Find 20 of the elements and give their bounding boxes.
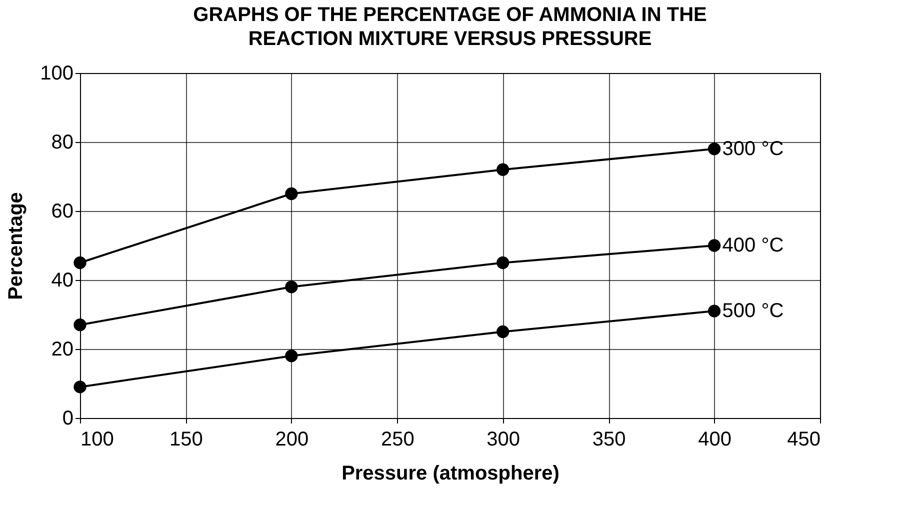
series-label: 400 °C — [722, 234, 784, 256]
x-tick-label: 150 — [170, 428, 203, 450]
y-axis-title: Percentage — [5, 192, 28, 300]
chart-title: GRAPHS OF THE PERCENTAGE OF AMMONIA IN THE REACTION MIXTURE VERSUS PRESSURE — [193, 4, 707, 50]
x-tick-label: 450 — [787, 428, 820, 450]
x-tick-label: 400 — [698, 428, 732, 450]
y-tick-label: 80 — [51, 132, 74, 154]
series-label: 500 °C — [722, 300, 784, 322]
x-tick-label: 200 — [275, 428, 309, 450]
x-tick-label: 250 — [380, 428, 414, 450]
y-tick-label: 20 — [51, 338, 74, 360]
y-tick-label: 100 — [40, 62, 74, 84]
x-tick-label: 100 — [80, 428, 114, 450]
y-tick-label: 40 — [51, 270, 74, 292]
y-tick-label: 60 — [51, 200, 74, 222]
y-tick-label: 0 — [62, 408, 74, 430]
x-axis-title: Pressure (atmosphere) — [342, 462, 560, 484]
x-tick-label: 350 — [592, 428, 626, 450]
series-label: 300 °C — [722, 138, 784, 160]
x-tick-label: 300 — [486, 428, 520, 450]
